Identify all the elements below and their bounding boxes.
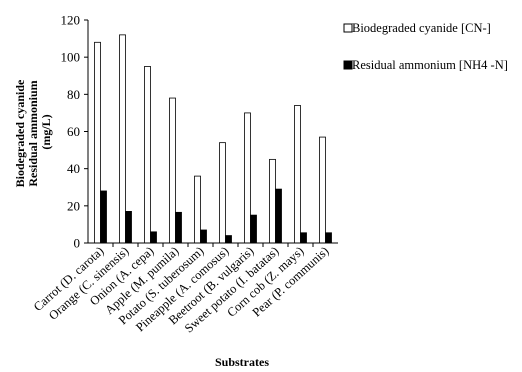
- legend-label-biodegraded-cyanide: Biodegraded cyanide [CN-]: [352, 21, 491, 35]
- legend-label-residual-ammonium: Residual ammonium [NH4 -N]: [352, 58, 508, 72]
- x-axis-tick-labels: Carrot (D. carota)Orange (C. sinensis)On…: [31, 244, 332, 336]
- bar-residual-ammonium-beetroot-b-vulgaris: [250, 214, 257, 244]
- y-tick-label: 80: [67, 87, 80, 102]
- bar-biodegraded-cyanide-corn-cob-z-mays: [294, 105, 301, 244]
- bar-residual-ammonium-apple-m-pumila: [175, 211, 182, 244]
- legend-swatch-biodegraded-cyanide: [343, 23, 353, 33]
- bar-residual-ammonium-corn-cob-z-mays: [300, 232, 307, 244]
- legend: Biodegraded cyanide [CN-] Residual ammon…: [343, 21, 508, 72]
- bar-residual-ammonium-carrot-d-carota: [100, 190, 107, 244]
- bar-biodegraded-cyanide-carrot-d-carota: [94, 41, 101, 244]
- legend-swatch-residual-ammonium: [343, 60, 353, 70]
- y-tick-label: 0: [74, 236, 81, 251]
- bar-residual-ammonium-sweet-potato-i-batatas: [275, 188, 282, 244]
- bar-biodegraded-cyanide-pineapple-a-comosus: [219, 142, 226, 244]
- y-axis-ticks: 0 20 40 60 80 100 120: [61, 13, 88, 251]
- bar-residual-ammonium-pear-p-communis: [325, 232, 332, 244]
- y-axis-title-line-1: Biodegraded cyanide: [13, 79, 27, 187]
- y-tick-label: 20: [67, 198, 80, 213]
- bar-biodegraded-cyanide-potato-s-tuberosum: [194, 175, 201, 244]
- bar-residual-ammonium-potato-s-tuberosum: [200, 229, 207, 244]
- bar-residual-ammonium-onion-a-cepa: [150, 231, 157, 244]
- x-axis-title: Substrates: [215, 355, 269, 369]
- bar-biodegraded-cyanide-pear-p-communis: [319, 136, 326, 244]
- y-axis-title: Biodegraded cyanide Residual ammonium (m…: [13, 77, 53, 188]
- bar-biodegraded-cyanide-apple-m-pumila: [169, 97, 176, 244]
- bar-residual-ammonium-pineapple-a-comosus: [225, 235, 232, 244]
- bar-biodegraded-cyanide-orange-c-sinensis: [119, 34, 126, 244]
- bar-biodegraded-cyanide-onion-a-cepa: [144, 66, 151, 244]
- y-tick-label: 40: [67, 161, 80, 176]
- y-tick-label: 100: [61, 50, 81, 65]
- bar-residual-ammonium-orange-c-sinensis: [125, 211, 132, 244]
- bars: [94, 34, 332, 247]
- y-tick-label: 60: [67, 124, 80, 139]
- y-axis-title-line-2: Residual ammonium: [26, 80, 40, 186]
- y-tick-label: 120: [61, 13, 81, 28]
- bar-biodegraded-cyanide-beetroot-b-vulgaris: [244, 112, 251, 244]
- bar-biodegraded-cyanide-sweet-potato-i-batatas: [269, 158, 276, 244]
- y-axis-title-line-3: (mg/L): [39, 114, 53, 149]
